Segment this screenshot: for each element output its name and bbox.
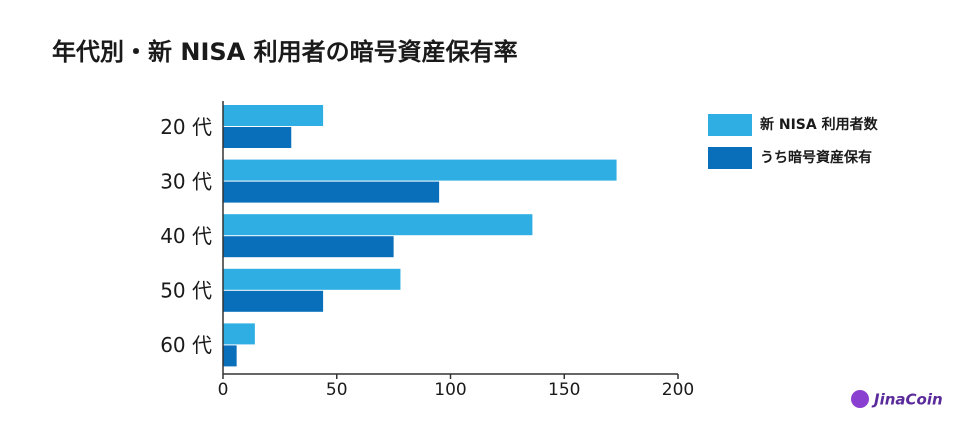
legend-swatch: [708, 147, 752, 169]
y-tick-label: 50 代: [160, 279, 212, 303]
legend-label: うち暗号資産保有: [760, 149, 872, 166]
bar: [223, 345, 237, 367]
brand-icon: [851, 390, 869, 408]
x-tick-label: 50: [326, 380, 348, 400]
y-tick-label: 60 代: [160, 333, 212, 357]
legend-label: 新 NISA 利用者数: [760, 116, 879, 133]
chart-title: 年代別・新 NISA 利用者の暗号資産保有率: [52, 38, 518, 66]
bar: [223, 236, 394, 258]
legend-swatch: [708, 114, 752, 136]
bar: [223, 105, 324, 126]
x-tick-label: 100: [434, 380, 466, 400]
bar: [223, 323, 255, 345]
bar: [223, 290, 324, 312]
y-tick-label: 40 代: [160, 224, 212, 248]
bar: [223, 268, 401, 290]
y-tick-label: 30 代: [160, 169, 212, 193]
y-tick-label: 20 代: [160, 115, 212, 139]
bar: [223, 127, 292, 148]
bar: [223, 159, 617, 181]
x-tick-label: 200: [662, 380, 694, 400]
bar: [223, 214, 533, 236]
x-tick-label: 0: [218, 380, 229, 400]
bar: [223, 181, 440, 203]
brand: JinaCoin: [871, 391, 943, 409]
x-tick-label: 150: [548, 380, 580, 400]
